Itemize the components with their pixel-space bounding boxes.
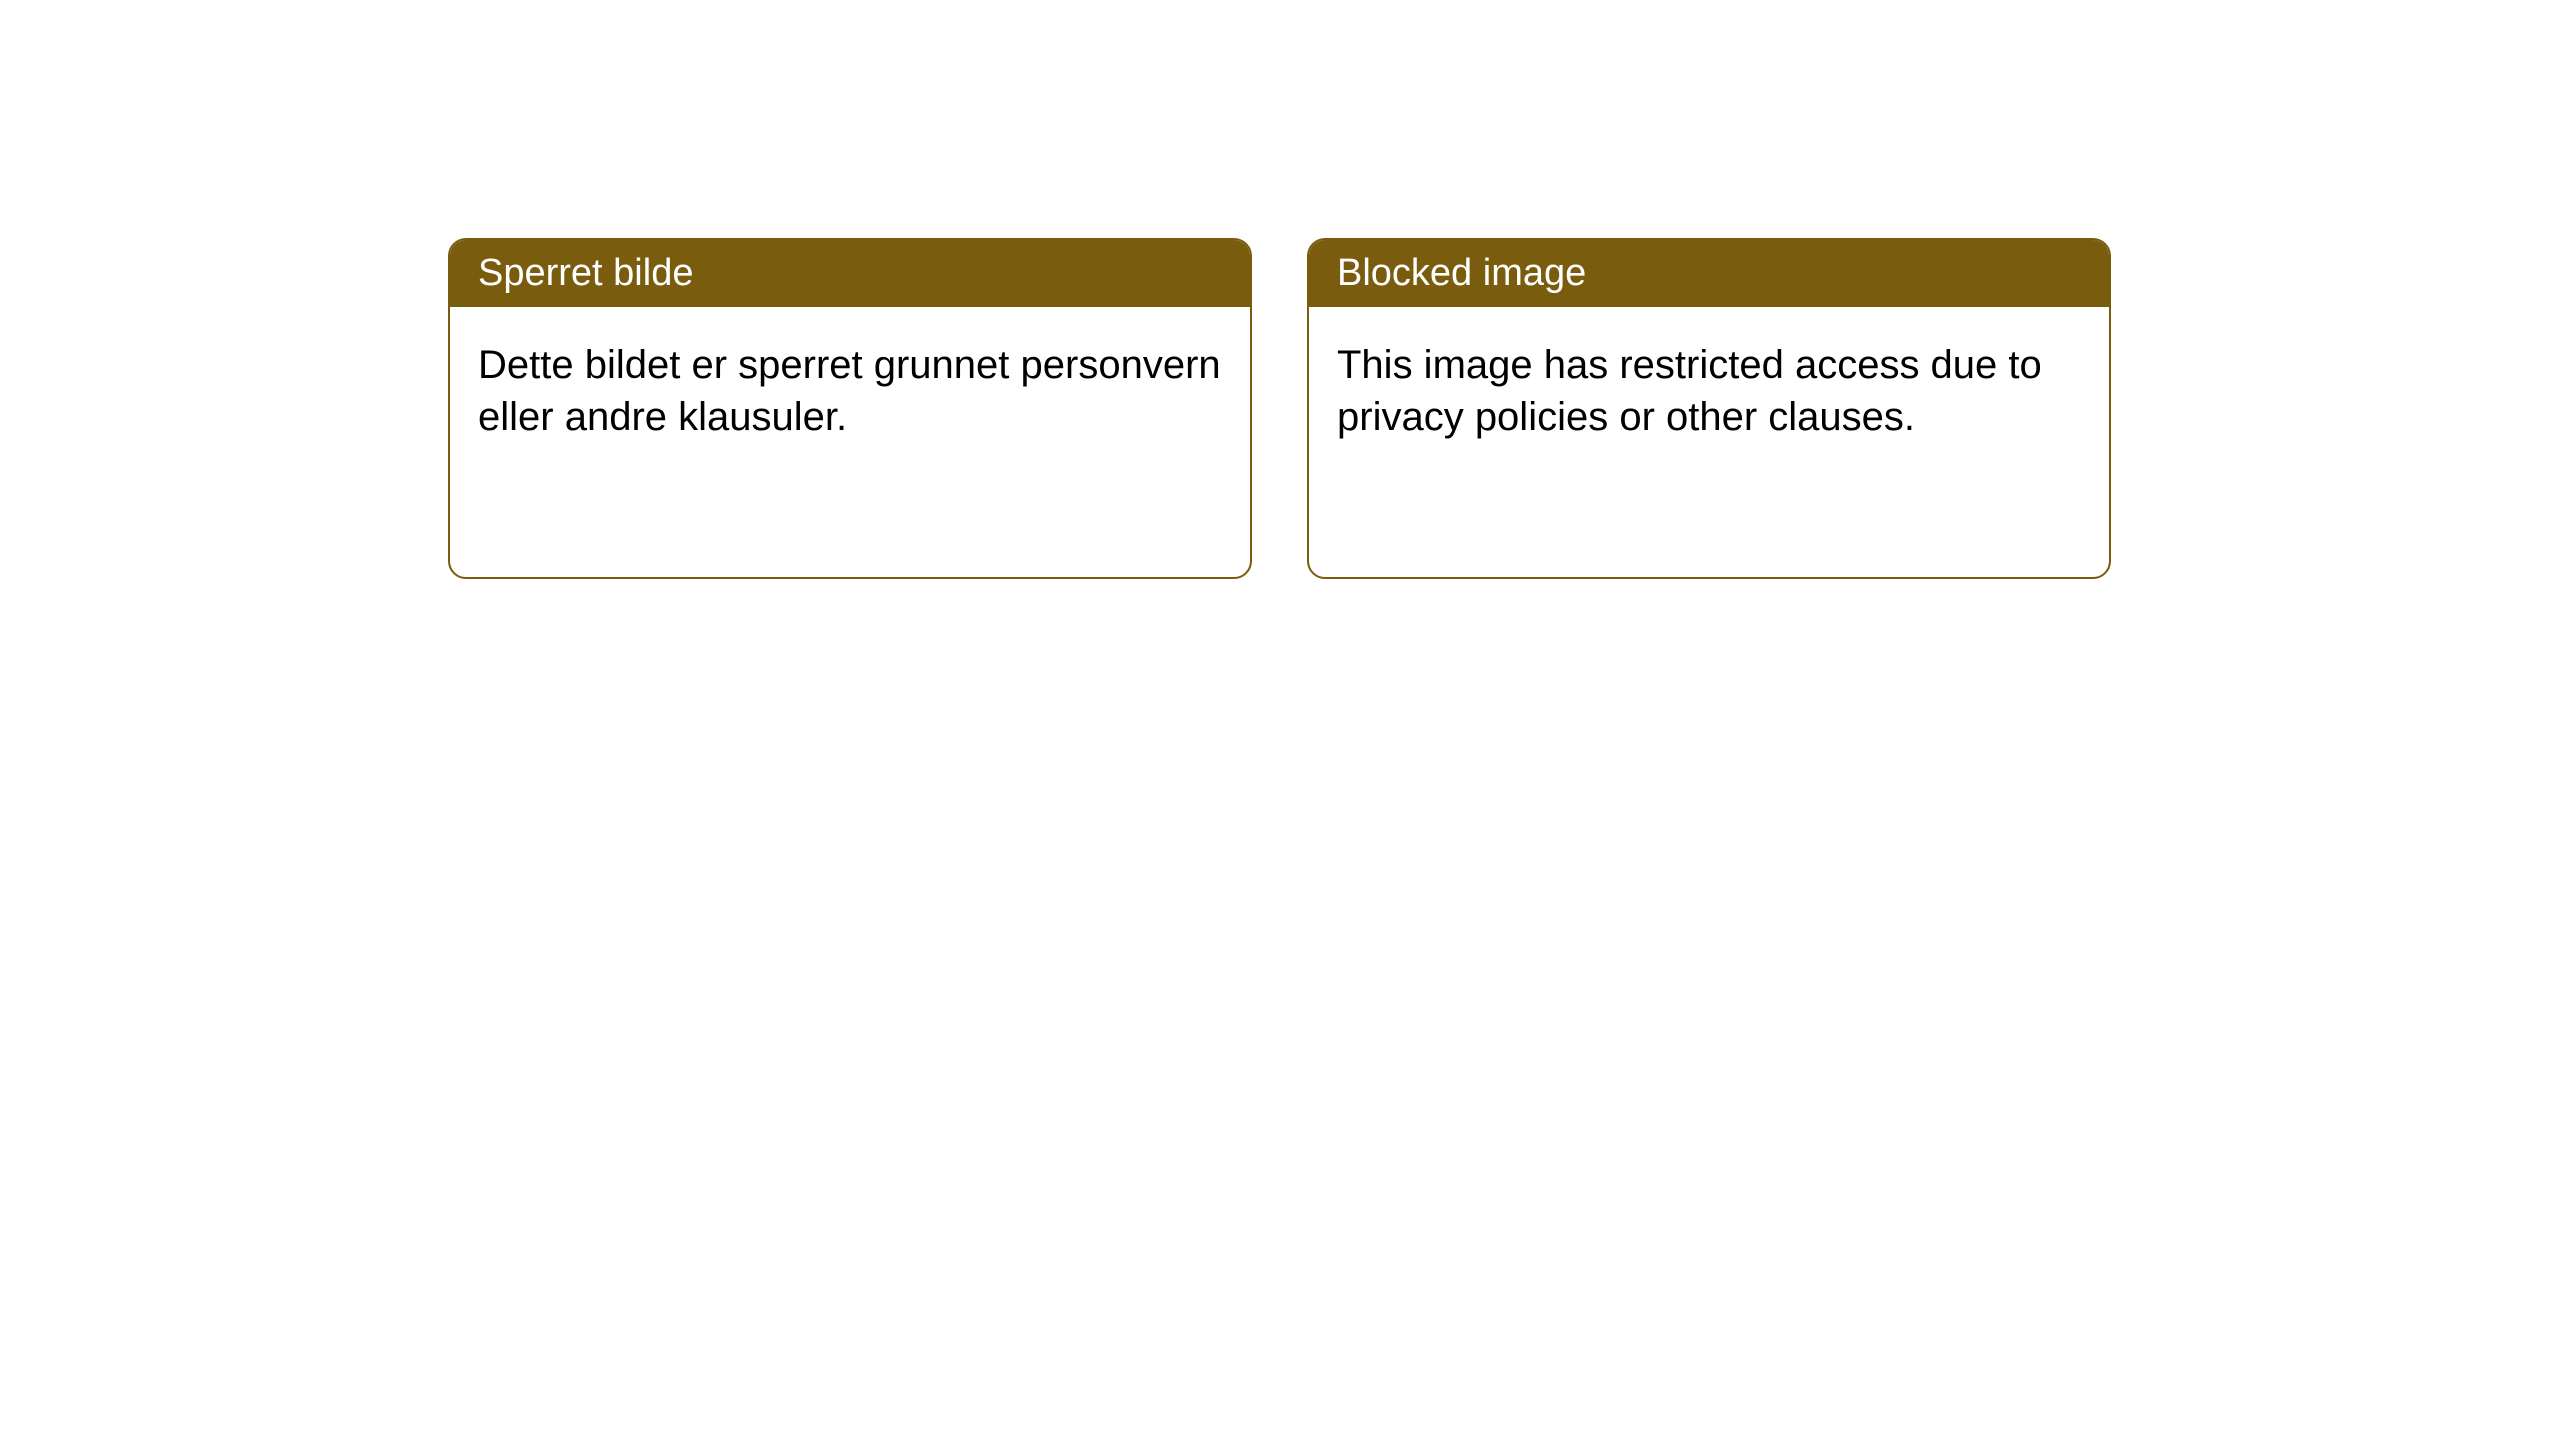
notice-header: Blocked image [1309,240,2109,307]
notice-body-text: This image has restricted access due to … [1337,343,2042,439]
notice-container: Sperret bilde Dette bildet er sperret gr… [448,238,2111,579]
notice-body-text: Dette bildet er sperret grunnet personve… [478,343,1221,439]
notice-card-norwegian: Sperret bilde Dette bildet er sperret gr… [448,238,1252,579]
notice-title: Sperret bilde [478,252,693,294]
notice-card-english: Blocked image This image has restricted … [1307,238,2111,579]
notice-title: Blocked image [1337,252,1586,294]
notice-header: Sperret bilde [450,240,1250,307]
notice-body: Dette bildet er sperret grunnet personve… [450,307,1250,577]
notice-body: This image has restricted access due to … [1309,307,2109,577]
